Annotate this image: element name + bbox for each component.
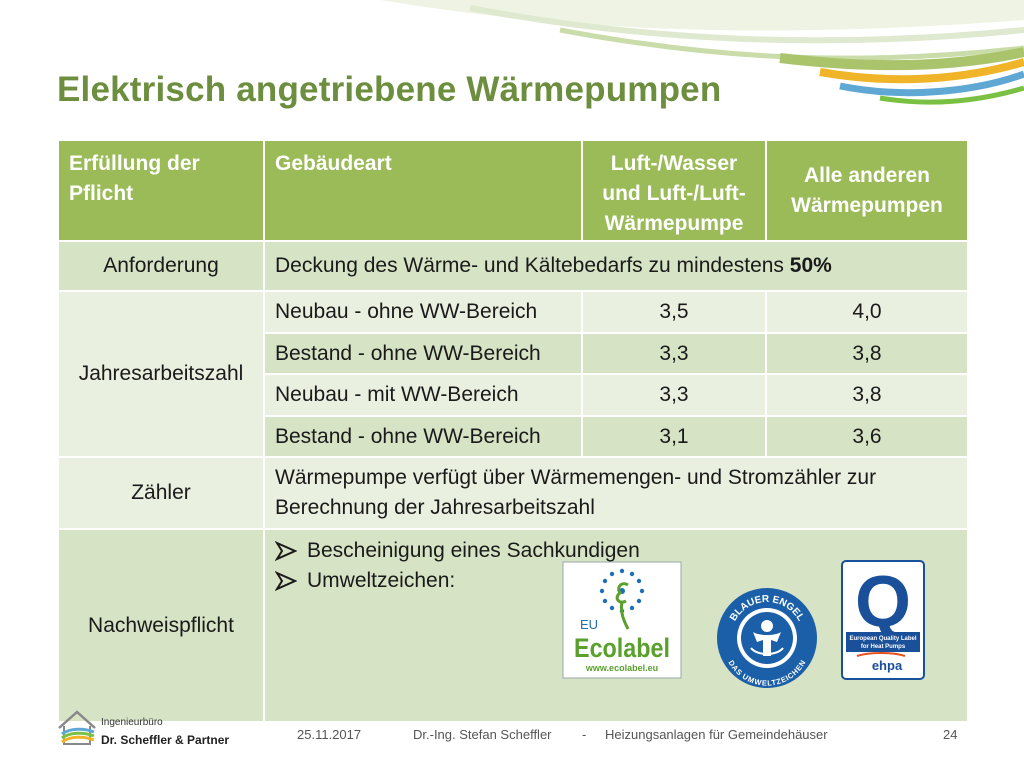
row-anforderung: Anforderung Deckung des Wärme- und Kälte… [57, 240, 969, 292]
footer-author: Dr.-Ing. Stefan Scheffler [413, 727, 552, 742]
gebaeudeart-cell: Neubau - ohne WW-Bereich [263, 290, 583, 334]
label-zaehler: Zähler [57, 456, 265, 530]
nachweis-content: Bescheinigung eines Sachkundigen Umweltz… [263, 528, 969, 723]
ehpa-line2: for Heat Pumps [861, 644, 906, 650]
arrow-bullet-icon [275, 571, 297, 591]
gebaeudeart-cell: Bestand - ohne WW-Bereich [263, 415, 583, 458]
ehpa-brand-text: ehpa [872, 658, 903, 673]
header-pflicht: Erfüllung der Pflicht [57, 139, 265, 242]
luft-value-cell: 3,3 [581, 332, 767, 375]
anforderung-value: 50% [789, 254, 832, 277]
arrow-bullet-icon [275, 541, 297, 561]
ehpa-line1: European Quality Label [849, 636, 916, 642]
ecolabel-url-text: www.ecolabel.eu [585, 663, 658, 673]
gebaeudeart-cell: Neubau - mit WW-Bereich [263, 373, 583, 417]
company-label-small: Ingenieurbüro [101, 717, 163, 728]
luft-value-cell: 3,5 [581, 290, 767, 334]
table-row: Bestand - ohne WW-Bereich 3,3 3,8 [58, 332, 969, 375]
andere-value-cell: 3,8 [765, 373, 969, 417]
eu-ecolabel-logo: EU Ecolabel www.ecolabel.eu [562, 561, 682, 679]
anforderung-description: Deckung des Wärme- und Kältebedarfs zu m… [275, 254, 790, 277]
table-header-row: Erfüllung der Pflicht Gebäudeart Luft-/W… [57, 139, 969, 242]
luft-value-cell: 3,3 [581, 373, 767, 417]
table-row: Bestand - ohne WW-Bereich 3,1 3,6 [58, 415, 969, 458]
footer-subject: Heizungsanlagen für Gemeindehäuser [605, 727, 828, 742]
requirements-table: Erfüllung der Pflicht Gebäudeart Luft-/W… [57, 139, 969, 723]
label-nachweispflicht: Nachweispflicht [57, 528, 265, 723]
label-anforderung: Anforderung [57, 240, 265, 292]
footer-separator: - [582, 727, 587, 742]
header-luft-waermepumpe: Luft-/Wasser und Luft-/Luft-Wärmepumpe [581, 139, 767, 242]
page-title: Elektrisch angetriebene Wärmepumpen [57, 70, 722, 109]
gebaeudeart-cell: Bestand - ohne WW-Bereich [263, 332, 583, 375]
footer-page-number: 24 [943, 727, 958, 742]
list-item: Bescheinigung eines Sachkundigen [275, 536, 957, 566]
company-name: Dr. Scheffler & Partner [101, 733, 230, 747]
ecolabel-name-text: Ecolabel [574, 633, 670, 663]
table-row: Neubau - mit WW-Bereich 3,3 3,8 [58, 373, 969, 417]
ehpa-q-letter: Q [855, 562, 911, 642]
luft-value-cell: 3,1 [581, 415, 767, 458]
andere-value-cell: 3,6 [765, 415, 969, 458]
zaehler-text: Wärmepumpe verfügt über Wärmemengen- und… [263, 456, 969, 530]
bullet-text: Bescheinigung eines Sachkundigen [307, 539, 640, 562]
ecolabel-eu-text: EU [580, 617, 598, 632]
nachweis-bullets: Bescheinigung eines Sachkundigen Umweltz… [275, 536, 957, 596]
andere-value-cell: 3,8 [765, 332, 969, 375]
footer-date: 25.11.2017 [297, 727, 362, 742]
header-gebaeudeart: Gebäudeart [263, 139, 583, 242]
row-nachweispflicht: Nachweispflicht Bescheinigung eines Sach… [57, 528, 969, 723]
blauer-engel-logo: BLAUER ENGEL DAS UMWELTZEICHEN [717, 588, 817, 688]
table-row: Jahresarbeitszahl Neubau - ohne WW-Berei… [57, 290, 969, 458]
anforderung-text: Deckung des Wärme- und Kältebedarfs zu m… [263, 240, 969, 292]
environmental-labels: EU Ecolabel www.ecolabel.eu [275, 560, 957, 721]
label-jahresarbeitszahl: Jahresarbeitszahl [57, 290, 265, 458]
andere-value-cell: 4,0 [765, 290, 969, 334]
header-swoosh-decoration [380, 0, 1024, 105]
company-house-logo [58, 710, 96, 745]
list-item: Umweltzeichen: [275, 566, 957, 596]
header-andere-waermepumpen: Alle anderen Wärmepumpen [765, 139, 969, 242]
row-zaehler: Zähler Wärmepumpe verfügt über Wärmemeng… [57, 456, 969, 530]
bullet-text: Umweltzeichen: [307, 569, 456, 592]
ehpa-quality-label-logo: Q European Quality Label for Heat Pumps … [841, 560, 925, 680]
